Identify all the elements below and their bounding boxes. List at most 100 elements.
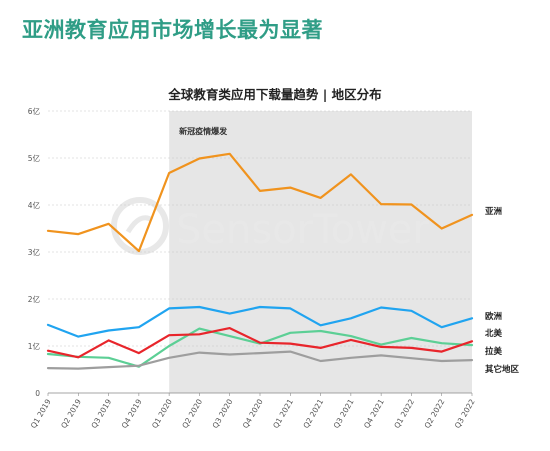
data-point [410, 357, 413, 359]
data-point [380, 346, 382, 348]
legend-label: 北美 [485, 328, 503, 339]
data-point [259, 342, 261, 344]
data-point [47, 353, 49, 355]
data-point [229, 327, 231, 329]
y-tick-label: 2亿 [28, 294, 41, 304]
data-point [319, 347, 322, 349]
watermark-layer: SensorTower [111, 197, 430, 255]
data-point [168, 172, 170, 174]
watermark-logo-mark [125, 215, 154, 234]
x-tick-label: Q3 2020 [211, 397, 235, 430]
data-point [198, 328, 201, 330]
x-tick-label: Q2 2021 [301, 397, 325, 430]
data-point [229, 153, 231, 155]
x-tick-label: Q1 2021 [271, 397, 295, 430]
x-tick-layer: Q1 2019 Q2 2019 Q3 2019 Q4 2019 Q1 2020 Q2 20… [29, 393, 477, 430]
y-tick-label: 3亿 [28, 247, 41, 257]
data-point [441, 326, 443, 328]
data-point [350, 357, 352, 359]
y-tick-layer: 0 1亿 2亿 3亿 4亿 5亿 6亿 [28, 106, 41, 398]
x-tick-label: Q1 2019 [29, 397, 53, 430]
data-point [350, 173, 352, 176]
data-point [259, 352, 261, 354]
x-tick-label: Q4 2020 [241, 397, 265, 430]
x-tick-label: Q2 2020 [180, 397, 204, 430]
data-point [259, 306, 261, 308]
x-tick-label: Q2 2019 [59, 397, 83, 430]
data-point [380, 203, 382, 205]
watermark-logo-icon [111, 197, 169, 255]
data-point [410, 310, 413, 312]
y-tick-label: 6亿 [28, 106, 41, 116]
data-point [319, 324, 322, 326]
data-point [198, 333, 201, 335]
data-point [107, 329, 110, 332]
data-point [289, 187, 291, 189]
chart-title: 全球教育类应用下载量趋势 | 地区分布 [168, 87, 382, 102]
data-point [168, 334, 170, 336]
x-tick-label: Q1 2020 [150, 397, 174, 430]
data-point [350, 335, 352, 337]
data-point [138, 326, 140, 328]
data-point [198, 157, 201, 160]
data-point [471, 359, 473, 361]
data-point [77, 336, 79, 338]
data-point [380, 343, 382, 346]
x-tick-label: Q2 2022 [423, 397, 447, 430]
data-point [410, 337, 413, 339]
data-point [168, 357, 170, 359]
data-point [350, 317, 352, 319]
data-point [229, 353, 231, 356]
x-tick-label: Q3 2019 [89, 397, 113, 430]
data-point [229, 335, 231, 337]
data-point [441, 360, 443, 362]
y-tick-label: 0 [35, 389, 40, 398]
data-point [107, 223, 110, 225]
y-tick-label: 5亿 [28, 153, 41, 163]
data-point [47, 350, 49, 352]
data-point [138, 365, 140, 367]
series-layer [46, 152, 474, 370]
data-point [198, 351, 201, 354]
data-point [289, 332, 291, 334]
highlight-label: 新冠疫情爆发 [179, 126, 228, 136]
watermark-text: SensorTower [176, 207, 430, 253]
x-tick-label: Q4 2019 [120, 397, 144, 430]
data-point [471, 340, 473, 342]
data-point [289, 351, 291, 353]
data-point [380, 306, 382, 309]
data-point [289, 343, 291, 345]
data-point [289, 307, 291, 309]
data-point [319, 197, 322, 199]
headline: 亚洲教育应用市场增长最为显著 [22, 18, 323, 42]
y-tick-label: 1亿 [28, 341, 41, 351]
data-point [138, 250, 140, 252]
x-tick-label: Q4 2021 [362, 397, 386, 430]
data-point [380, 354, 382, 356]
legend-label: 其它地区 [485, 364, 520, 375]
data-point [138, 352, 140, 354]
data-point [77, 367, 79, 370]
data-point [107, 339, 110, 341]
x-tick-label: Q3 2022 [453, 397, 477, 430]
data-point [168, 345, 170, 347]
data-point [107, 357, 110, 359]
data-point [410, 203, 413, 206]
data-point [441, 342, 443, 344]
y-tick-label: 4亿 [28, 200, 41, 210]
legend-label: 欧洲 [485, 311, 502, 322]
data-point [410, 347, 413, 349]
legend-label: 拉美 [485, 346, 503, 357]
data-point [229, 312, 231, 315]
legend-label: 亚洲 [485, 207, 502, 217]
data-point [471, 344, 473, 346]
data-point [259, 190, 261, 192]
data-point [47, 230, 49, 232]
data-point [77, 356, 79, 358]
data-point [441, 227, 443, 230]
data-point [47, 367, 49, 369]
data-point [168, 307, 170, 309]
